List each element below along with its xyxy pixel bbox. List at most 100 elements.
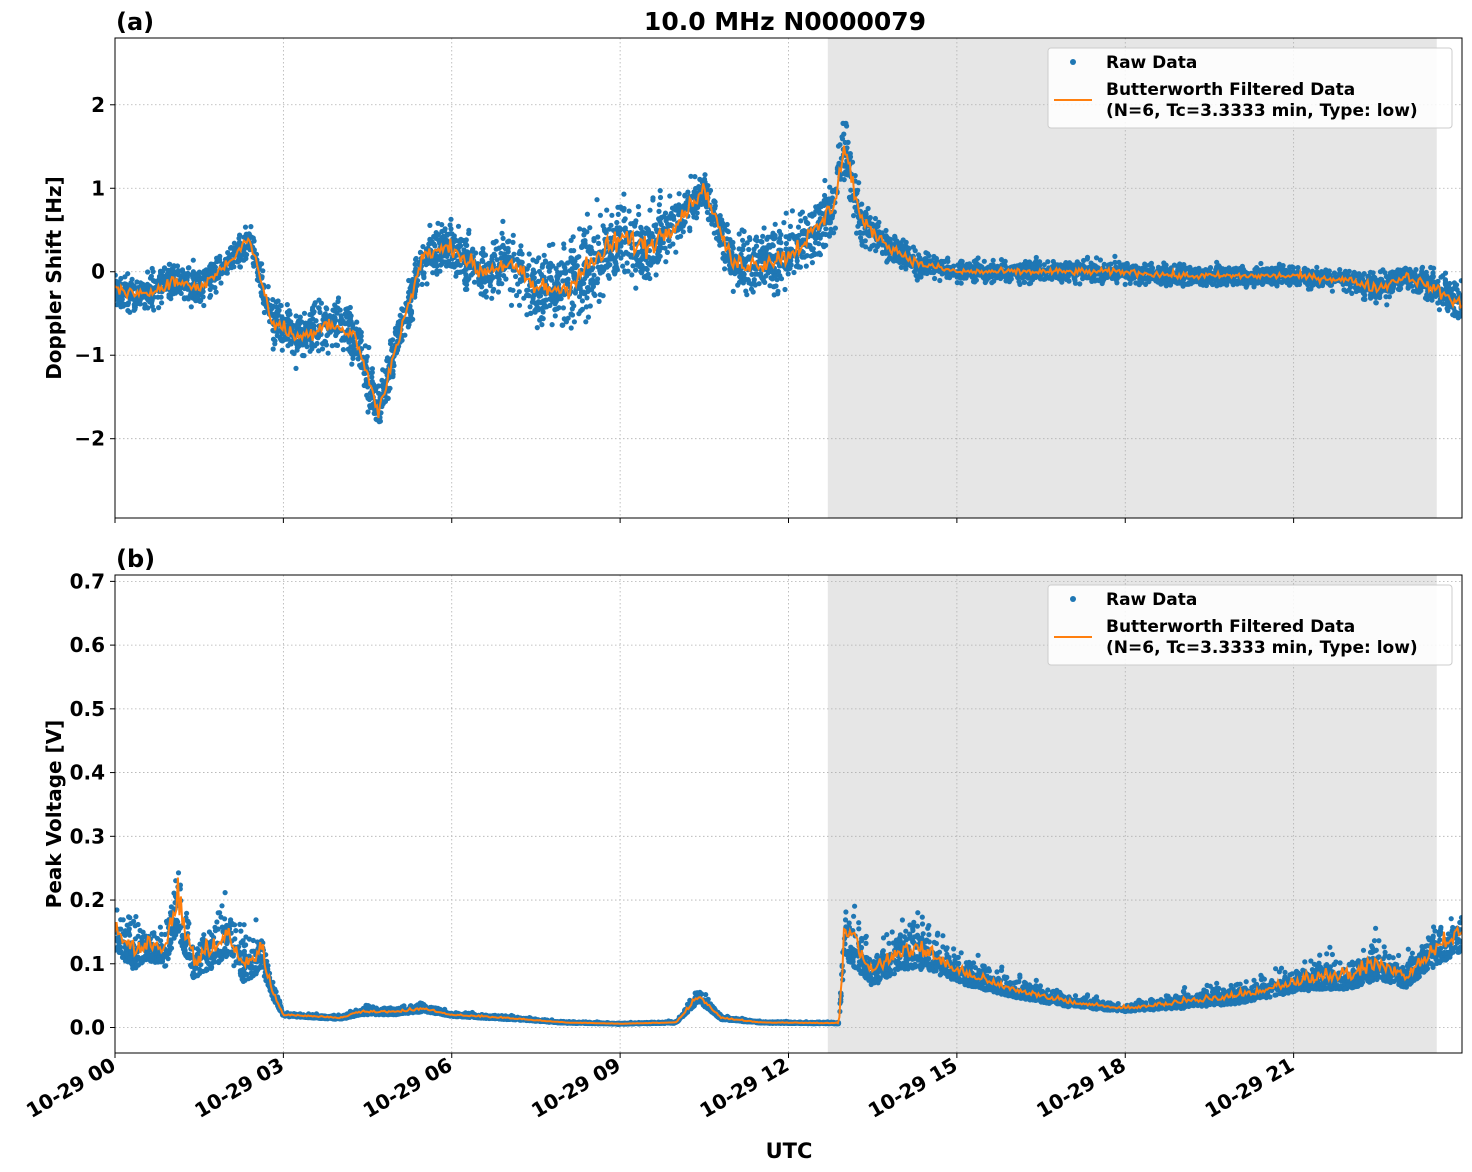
- raw-data-point: [900, 237, 906, 243]
- raw-data-point: [571, 275, 577, 281]
- raw-data-point: [739, 227, 745, 233]
- raw-data-point: [926, 253, 932, 259]
- raw-data-point: [307, 312, 313, 318]
- raw-data-point: [724, 236, 730, 242]
- raw-data-point: [1106, 262, 1112, 268]
- raw-data-point: [333, 342, 339, 348]
- raw-data-point: [744, 292, 750, 298]
- raw-data-point: [841, 177, 847, 183]
- raw-data-point: [371, 381, 377, 387]
- raw-data-point: [1431, 279, 1437, 285]
- raw-data-point: [740, 237, 746, 243]
- raw-data-point: [190, 257, 196, 263]
- raw-data-point: [1129, 264, 1135, 270]
- raw-data-point: [376, 383, 382, 389]
- raw-data-point: [753, 243, 760, 249]
- raw-data-point: [688, 173, 694, 179]
- raw-data-point: [916, 256, 923, 262]
- raw-data-point: [653, 272, 659, 278]
- raw-data-point: [355, 356, 361, 362]
- raw-data-point: [325, 350, 331, 356]
- raw-data-point: [985, 275, 992, 281]
- raw-data-point: [579, 306, 586, 312]
- raw-data-point: [783, 210, 789, 216]
- raw-data-point: [1041, 262, 1047, 268]
- raw-data-point: [815, 208, 821, 214]
- raw-data-point: [647, 207, 653, 213]
- raw-data-point: [241, 257, 247, 263]
- raw-data-point: [1318, 269, 1325, 275]
- raw-data-point: [1291, 276, 1297, 283]
- raw-data-point: [306, 323, 312, 329]
- raw-data-point: [316, 305, 322, 311]
- raw-data-point: [316, 348, 322, 354]
- raw-data-point: [1305, 286, 1312, 292]
- raw-data-point: [483, 294, 489, 300]
- raw-data-point: [851, 213, 857, 219]
- raw-data-point: [168, 290, 174, 296]
- raw-data-point: [867, 246, 873, 252]
- raw-data-point: [174, 263, 181, 269]
- raw-data-point: [391, 363, 397, 369]
- raw-data-point: [1410, 288, 1417, 294]
- raw-data-point: [125, 308, 131, 314]
- raw-data-point: [957, 275, 963, 281]
- raw-data-point: [530, 267, 536, 273]
- raw-data-point: [633, 267, 639, 273]
- raw-data-point: [570, 270, 576, 276]
- raw-data-point: [279, 347, 285, 353]
- raw-data-point: [746, 280, 752, 286]
- raw-data-point: [1233, 265, 1239, 271]
- raw-data-point: [899, 258, 905, 265]
- raw-data-point: [972, 279, 978, 285]
- raw-data-point: [577, 226, 583, 232]
- raw-data-point: [433, 230, 439, 236]
- raw-data-point: [279, 314, 285, 320]
- raw-data-point: [549, 322, 555, 328]
- raw-data-point: [317, 309, 323, 315]
- raw-data-point: [1266, 279, 1272, 285]
- raw-data-point: [676, 191, 682, 197]
- raw-data-point: [1331, 270, 1338, 276]
- raw-data-point: [1142, 261, 1148, 267]
- raw-data-point: [1295, 265, 1301, 271]
- raw-data-point: [569, 300, 575, 306]
- raw-data-point: [535, 278, 542, 284]
- raw-data-point: [675, 227, 681, 233]
- raw-data-point: [848, 187, 854, 193]
- raw-data-point: [809, 260, 816, 266]
- raw-data-point: [521, 295, 527, 301]
- raw-data-point: [176, 268, 182, 274]
- raw-data-point: [588, 280, 594, 286]
- raw-data-point: [1424, 296, 1431, 303]
- raw-data-point: [539, 322, 545, 328]
- raw-data-point: [115, 278, 119, 284]
- raw-data-point: [783, 240, 790, 247]
- raw-data-point: [581, 280, 587, 286]
- raw-data-point: [201, 268, 207, 274]
- raw-data-point: [388, 338, 394, 344]
- raw-data-point: [778, 232, 784, 238]
- raw-data-point: [357, 329, 363, 335]
- raw-data-point: [1148, 260, 1154, 266]
- raw-data-point: [900, 243, 906, 249]
- raw-data-point: [319, 346, 326, 352]
- raw-data-point: [587, 225, 593, 231]
- raw-data-point: [448, 226, 454, 232]
- raw-data-point: [1114, 280, 1120, 286]
- raw-data-point: [717, 242, 723, 248]
- raw-data-point: [510, 239, 516, 245]
- raw-data-point: [413, 255, 419, 262]
- raw-data-point: [491, 240, 497, 246]
- raw-data-point: [1395, 286, 1401, 292]
- raw-data-point: [311, 323, 317, 329]
- raw-data-point: [323, 305, 329, 311]
- raw-data-point: [827, 220, 833, 226]
- raw-data-point: [516, 289, 522, 295]
- raw-data-point: [1045, 259, 1051, 265]
- raw-data-point: [144, 281, 150, 287]
- raw-data-point: [1431, 265, 1437, 271]
- raw-data-point: [1442, 270, 1449, 276]
- raw-data-point: [480, 246, 486, 252]
- raw-data-point: [1155, 264, 1162, 270]
